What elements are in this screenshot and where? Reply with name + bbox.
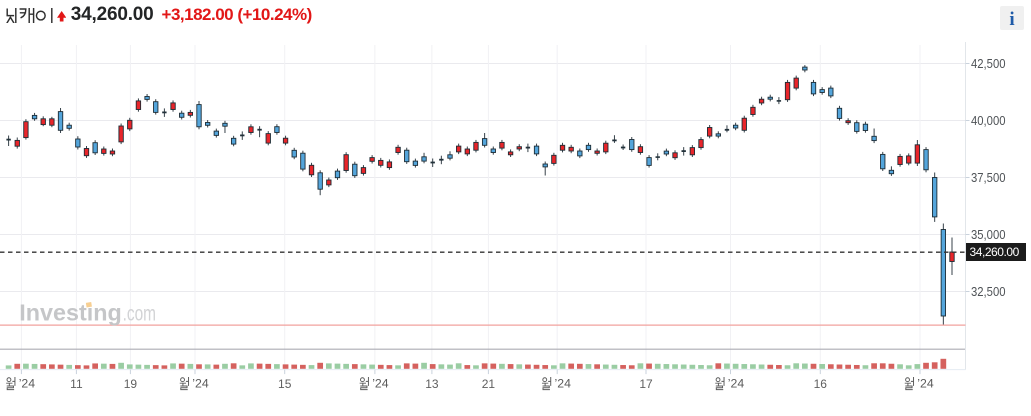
svg-text:32,500: 32,500 [971, 284, 1006, 299]
svg-text:’24: ’24 [192, 377, 209, 391]
svg-text:17: 17 [639, 377, 653, 391]
svg-text:16: 16 [814, 377, 828, 391]
svg-text:.com: .com [123, 303, 156, 326]
svg-text:’24: ’24 [555, 377, 572, 391]
svg-text:35,000: 35,000 [971, 227, 1006, 242]
svg-text:40,000: 40,000 [971, 113, 1006, 128]
svg-text:13: 13 [425, 377, 439, 391]
svg-text:19: 19 [124, 377, 138, 391]
svg-text:21: 21 [482, 377, 496, 391]
svg-text:Investıng: Investıng [19, 300, 122, 326]
svg-text:’24: ’24 [917, 377, 934, 391]
svg-text:11: 11 [70, 377, 83, 391]
svg-text:’24: ’24 [19, 377, 36, 391]
svg-text:37,500: 37,500 [971, 170, 1006, 185]
svg-text:15: 15 [278, 377, 292, 391]
svg-text:42,500: 42,500 [971, 56, 1006, 71]
svg-text:’24: ’24 [728, 377, 745, 391]
svg-text:’24: ’24 [372, 377, 389, 391]
